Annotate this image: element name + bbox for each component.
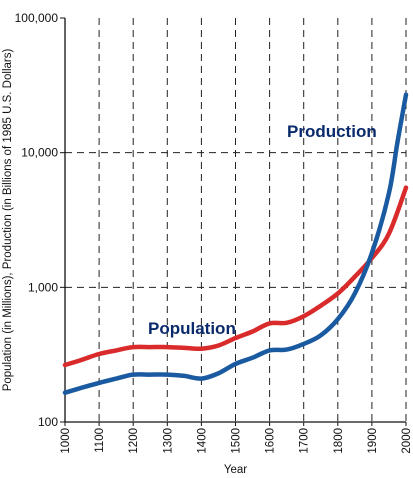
- series-lines: [62, 92, 409, 395]
- x-tick-label: 1300: [162, 428, 174, 454]
- x-axis-label: Year: [224, 464, 247, 476]
- series-line-population: [62, 185, 409, 368]
- x-tick-label: 1600: [265, 428, 277, 454]
- series-label-production: Production: [287, 122, 377, 141]
- y-tick-label: 1,000: [28, 280, 58, 294]
- x-tick-label: 1000: [60, 428, 72, 454]
- x-tick-label: 1100: [94, 428, 106, 453]
- x-tick-label: 1700: [299, 428, 311, 454]
- y-tick-label: 10,000: [21, 146, 58, 160]
- series-line-production: [62, 92, 409, 395]
- x-tick-label: 1500: [231, 428, 243, 454]
- y-tick-label: 100,000: [15, 11, 59, 25]
- x-tick-label: 1200: [128, 428, 140, 454]
- grid-lines: [65, 18, 407, 422]
- tick-labels: 100 1,000 10,000 100,000 1000 1100 1200 1300 140…: [15, 11, 413, 454]
- axes: [60, 17, 407, 426]
- x-tick-label: 1900: [367, 428, 379, 454]
- x-tick-label: 2000: [401, 428, 413, 454]
- y-axis-label: Population (in Millions), Production (in…: [2, 49, 14, 392]
- y-tick-label: 100: [38, 415, 58, 429]
- x-tick-label: 1800: [333, 428, 345, 454]
- x-tick-label: 1400: [196, 428, 208, 454]
- series-label-population: Population: [148, 319, 236, 338]
